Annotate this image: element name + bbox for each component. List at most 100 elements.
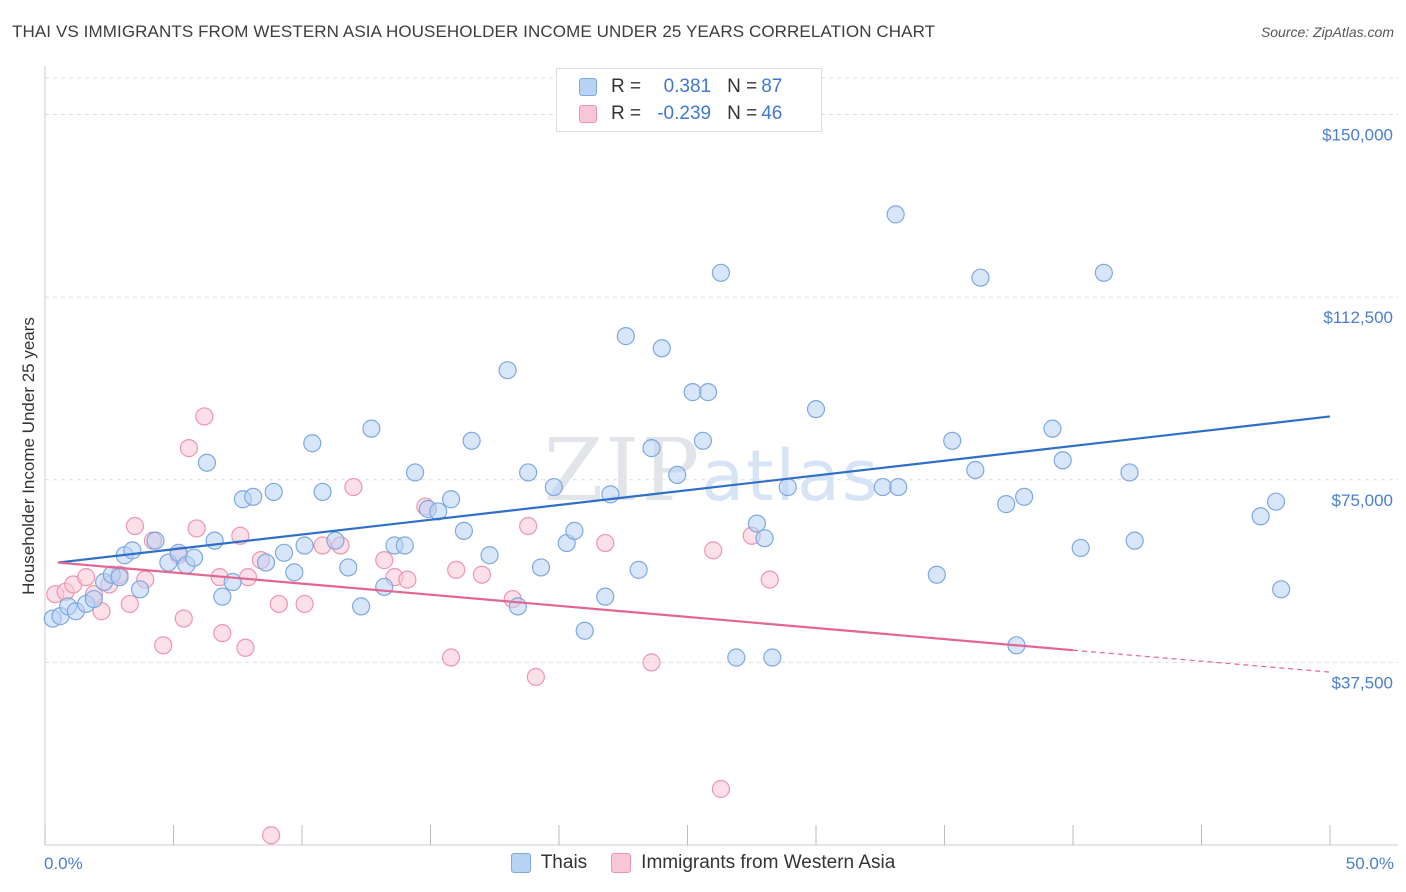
y-tick-label: $112,500 xyxy=(1323,308,1393,327)
thais-point xyxy=(1015,487,1034,506)
thais-point xyxy=(575,621,594,640)
western-asia-point xyxy=(295,594,314,614)
legend-row-western-asia: R = -0.239 N = 46 xyxy=(579,102,782,126)
thais-point xyxy=(326,531,345,550)
western-asia-point xyxy=(398,570,417,589)
thais-point xyxy=(295,536,314,555)
stats-legend: R = 0.381 N = 87 R = -0.239 N = 46 xyxy=(556,68,822,132)
western-asia-point xyxy=(344,477,363,497)
thais-point xyxy=(146,531,165,550)
watermark-atlas: atlas xyxy=(701,435,880,517)
thais-point xyxy=(213,587,232,606)
western-asia-point xyxy=(375,551,394,570)
thais-point xyxy=(683,383,702,402)
y-tick-label: $150,000 xyxy=(1322,126,1393,145)
thais-point xyxy=(727,648,746,667)
western-asia-point xyxy=(642,653,661,672)
thais-point xyxy=(531,558,551,577)
thais-point xyxy=(454,521,474,540)
western-asia-point xyxy=(760,570,779,589)
thais-point xyxy=(1071,538,1090,558)
western-asia-point xyxy=(472,565,491,584)
thais-point xyxy=(110,568,129,587)
thais-point xyxy=(519,463,538,482)
legend-r-label: R = xyxy=(611,76,642,97)
western-asia-trend-extension xyxy=(1072,649,1331,673)
western-asia-point xyxy=(262,826,281,845)
chart-title: THAI VS IMMIGRANTS FROM WESTERN ASIA HOU… xyxy=(12,22,936,41)
y-axis-title: Householder Income Under 25 years xyxy=(19,317,38,595)
thais-point xyxy=(889,477,908,497)
thais-point xyxy=(205,531,224,550)
western-asia-point xyxy=(711,779,731,799)
thais-point xyxy=(508,597,527,616)
western-asia-point xyxy=(447,560,466,579)
trend-layer xyxy=(57,415,1331,673)
legend-swatch-thais xyxy=(579,78,597,96)
thais-point xyxy=(997,495,1016,514)
thais-point xyxy=(642,439,661,458)
thais-point xyxy=(1125,531,1144,550)
series-legend-item-western-asia[interactable]: Immigrants from Western Asia xyxy=(611,852,895,874)
series-legend-item-thais[interactable]: Thais xyxy=(510,852,587,874)
western-asia-point xyxy=(704,541,723,560)
thais-point xyxy=(711,263,731,282)
western-asia-point xyxy=(125,516,145,536)
series-legend: Thais Immigrants from Western Asia xyxy=(0,852,1406,874)
thais-point xyxy=(668,465,687,484)
western-asia-point xyxy=(179,439,199,458)
thais-point xyxy=(778,477,797,497)
thais-point xyxy=(480,546,499,565)
thais-point xyxy=(544,477,563,497)
thais-point xyxy=(629,560,648,579)
axis-layer xyxy=(44,66,1398,846)
western-asia-point xyxy=(154,636,173,655)
thais-point xyxy=(352,597,371,616)
western-asia-point xyxy=(77,568,96,587)
thais-point xyxy=(693,431,713,450)
thais-point xyxy=(806,400,826,419)
thais-point xyxy=(375,577,394,596)
legend-r-value: 0.381 xyxy=(663,76,712,97)
thais-point xyxy=(441,490,461,509)
series-label-western-asia: Immigrants from Western Asia xyxy=(641,852,896,873)
x-tick-label-end: 50.0% xyxy=(1346,854,1394,873)
thais-point xyxy=(244,487,263,506)
thais-point xyxy=(362,419,381,438)
western-asia-trend-line xyxy=(57,561,1074,652)
thais-point xyxy=(927,565,946,584)
thais-point xyxy=(184,548,204,567)
thais-point xyxy=(313,482,332,502)
western-asia-point xyxy=(187,519,206,538)
legend-n-label: N = xyxy=(727,76,758,97)
thais-point xyxy=(339,558,358,577)
thais-point xyxy=(498,361,517,380)
thais-point xyxy=(197,453,217,472)
series-swatch-thais xyxy=(510,853,531,873)
thais-point xyxy=(462,431,481,450)
western-asia-point xyxy=(213,624,232,643)
thais-point xyxy=(1120,463,1139,482)
thais-point xyxy=(1053,451,1072,470)
western-asia-point xyxy=(195,407,214,426)
thais-point xyxy=(264,482,283,502)
thais-point xyxy=(698,383,718,402)
thais-point xyxy=(274,543,294,562)
thais-point xyxy=(747,514,766,533)
legend-r-value: -0.239 xyxy=(657,103,712,124)
thais-point xyxy=(596,587,615,606)
thais-point xyxy=(755,529,774,548)
western-asia-point xyxy=(526,667,545,687)
thais-point xyxy=(1266,492,1286,511)
legend-n-label: N = xyxy=(727,103,758,124)
watermark: ZIPatlas xyxy=(544,421,881,521)
thais-point xyxy=(971,268,990,287)
thais-point xyxy=(285,563,304,582)
thais-point xyxy=(873,477,892,497)
thais-point xyxy=(1043,419,1062,438)
western-asia-point xyxy=(596,533,615,553)
thais-point xyxy=(395,536,414,555)
western-asia-point xyxy=(120,594,139,614)
legend-swatch-western-asia xyxy=(579,105,597,123)
